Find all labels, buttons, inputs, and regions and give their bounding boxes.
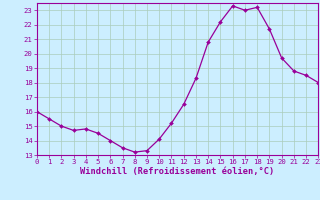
X-axis label: Windchill (Refroidissement éolien,°C): Windchill (Refroidissement éolien,°C) <box>80 167 275 176</box>
